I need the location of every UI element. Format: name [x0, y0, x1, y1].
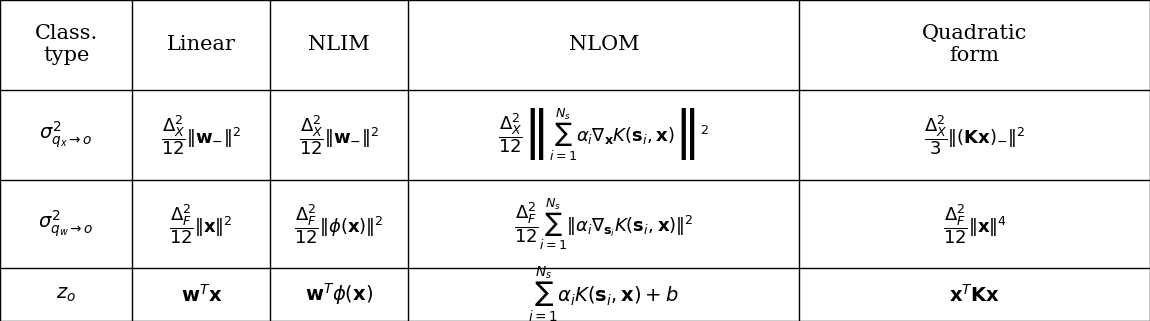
Text: Class.
type: Class. type [34, 24, 98, 65]
Text: $\dfrac{\Delta_F^2}{12}\|\mathbf{x}\|^2$: $\dfrac{\Delta_F^2}{12}\|\mathbf{x}\|^2$ [169, 202, 233, 246]
Text: NLIM: NLIM [308, 35, 370, 55]
Text: $\dfrac{\Delta_F^2}{12}\|\phi(\mathbf{x})\|^2$: $\dfrac{\Delta_F^2}{12}\|\phi(\mathbf{x}… [294, 202, 384, 246]
Text: $\dfrac{\Delta_F^2}{12}\sum_{i=1}^{N_s} \|\alpha_i \nabla_{\mathbf{s}_i} K(\math: $\dfrac{\Delta_F^2}{12}\sum_{i=1}^{N_s} … [514, 196, 693, 252]
Text: Quadratic
form: Quadratic form [922, 24, 1027, 65]
Text: $\dfrac{\Delta_X^2}{12}\left\|\sum_{i=1}^{N_s} \alpha_i \nabla_{\mathbf{x}} K(\m: $\dfrac{\Delta_X^2}{12}\left\|\sum_{i=1}… [498, 107, 710, 163]
Text: Linear: Linear [167, 35, 236, 55]
Text: $\dfrac{\Delta_X^2}{12}\|\mathbf{w}_{-}\|^2$: $\dfrac{\Delta_X^2}{12}\|\mathbf{w}_{-}\… [161, 113, 242, 157]
Text: $\sum_{i=1}^{N_s} \alpha_i K(\mathbf{s}_i, \mathbf{x}) + b$: $\sum_{i=1}^{N_s} \alpha_i K(\mathbf{s}_… [529, 265, 678, 321]
Text: $\dfrac{\Delta_X^2}{3}\|(\mathbf{K}\mathbf{x})_{-}\|^2$: $\dfrac{\Delta_X^2}{3}\|(\mathbf{K}\math… [923, 113, 1026, 157]
Text: $\mathbf{x}^T\mathbf{K}\mathbf{x}$: $\mathbf{x}^T\mathbf{K}\mathbf{x}$ [949, 283, 1000, 306]
Text: $\sigma^{2}_{q_x \rightarrow o}$: $\sigma^{2}_{q_x \rightarrow o}$ [39, 119, 93, 150]
Text: $\dfrac{\Delta_F^2}{12}\|\mathbf{x}\|^4$: $\dfrac{\Delta_F^2}{12}\|\mathbf{x}\|^4$ [943, 202, 1006, 246]
Text: $\mathbf{w}^T\phi(\mathbf{x})$: $\mathbf{w}^T\phi(\mathbf{x})$ [305, 282, 374, 308]
Text: NLOM: NLOM [568, 35, 639, 55]
Text: $\sigma^{2}_{q_w \rightarrow o}$: $\sigma^{2}_{q_w \rightarrow o}$ [38, 209, 94, 239]
Text: $\mathbf{w}^T\mathbf{x}$: $\mathbf{w}^T\mathbf{x}$ [181, 283, 222, 306]
Text: $\dfrac{\Delta_X^2}{12}\|\mathbf{w}_{-}\|^2$: $\dfrac{\Delta_X^2}{12}\|\mathbf{w}_{-}\… [299, 113, 380, 157]
Text: $z_o$: $z_o$ [56, 285, 76, 304]
